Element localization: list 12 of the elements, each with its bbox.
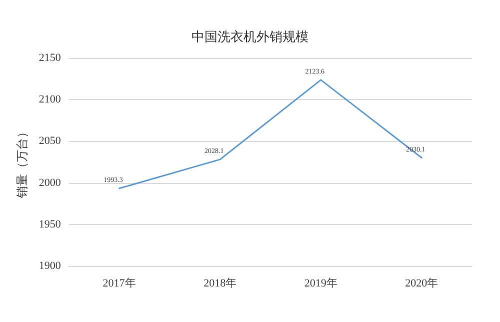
x-tick-label: 2017年 xyxy=(102,278,136,290)
y-tick-label: 1950 xyxy=(38,218,62,230)
chart-title: 中国洗衣机外销规模 xyxy=(192,30,308,45)
y-tick-label: 2050 xyxy=(38,135,62,148)
y-axis-title: 销量（万台） xyxy=(15,126,29,199)
y-tick-label: 1900 xyxy=(38,260,62,272)
x-tick-label: 2018年 xyxy=(204,278,237,290)
y-tick-label: 2100 xyxy=(38,94,62,106)
x-tick-label: 2019年 xyxy=(304,278,338,290)
y-tick-label: 2150 xyxy=(38,52,62,64)
x-tick-label: 2020年 xyxy=(405,278,438,290)
y-tick-label: 2000 xyxy=(38,176,62,189)
